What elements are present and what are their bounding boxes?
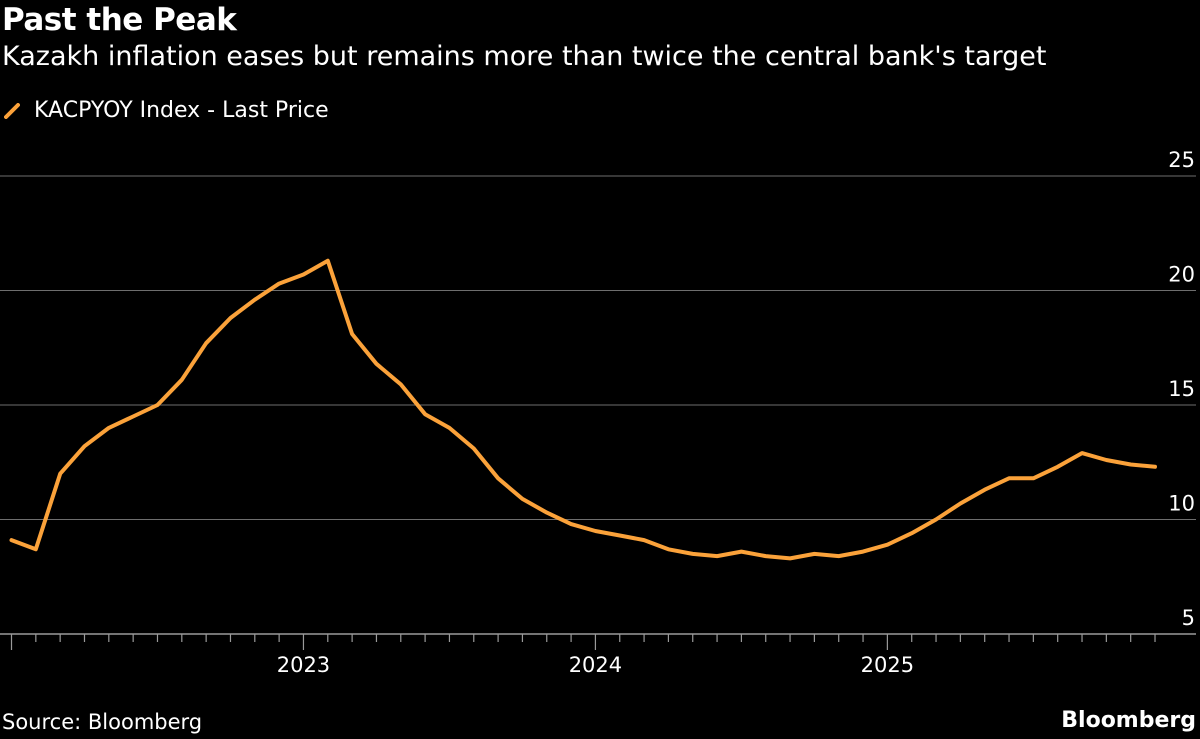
source-note: Source: Bloomberg: [2, 710, 203, 734]
chart-subtitle: Kazakh inflation eases but remains more …: [2, 41, 1047, 72]
series-line-0: [9, 258, 1157, 561]
x-tick-label: 2024: [569, 653, 622, 677]
chart-title: Past the Peak: [2, 2, 237, 38]
x-tick-label: 2025: [861, 653, 914, 677]
y-tick-label: 15: [1168, 377, 1195, 401]
legend-label: KACPYOY Index - Last Price: [34, 98, 329, 123]
legend: KACPYOY Index - Last Price: [4, 98, 329, 123]
x-tick-label: 2023: [277, 653, 330, 677]
y-tick-label: 20: [1168, 263, 1195, 287]
brand-logo: Bloomberg: [1061, 708, 1196, 733]
y-tick-label: 10: [1168, 492, 1195, 516]
legend-swatch-icon: [4, 102, 20, 119]
y-tick-label: 5: [1182, 606, 1195, 630]
y-tick-label: 25: [1168, 148, 1195, 172]
